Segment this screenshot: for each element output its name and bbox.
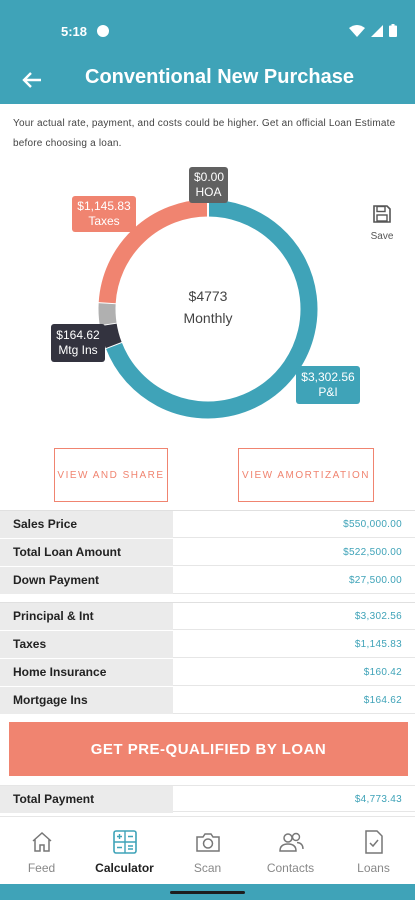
- pi-tag: $3,302.56 P&I: [296, 366, 360, 404]
- donut-slice-p-i: [105, 199, 318, 419]
- row-value: $160.42: [363, 667, 402, 678]
- save-button[interactable]: Save: [366, 204, 398, 244]
- wifi-icon: [349, 24, 365, 37]
- taxes-tag-amount: $1,145.83: [77, 199, 131, 213]
- nav-item-loans[interactable]: Loans: [332, 817, 415, 884]
- nav-item-calculator[interactable]: Calculator: [83, 817, 166, 884]
- mtg-ins-tag-name: Mtg Ins: [58, 343, 98, 357]
- hoa-tag: $0.00 HOA: [189, 167, 228, 203]
- pi-tag-amount: $3,302.56: [301, 370, 355, 384]
- nav-item-contacts[interactable]: Contacts: [249, 817, 332, 884]
- status-bar: 5:18: [0, 0, 415, 56]
- app-bar: Conventional New Purchase: [0, 56, 415, 104]
- row-value: $3,302.56: [354, 611, 402, 622]
- contacts-icon: [278, 832, 304, 852]
- nav-item-feed[interactable]: Feed: [0, 817, 83, 884]
- table-row: Total Loan Amount $522,500.00: [0, 539, 415, 566]
- arrow-left-icon: [22, 72, 41, 88]
- app-notification-icon: [97, 25, 109, 37]
- nav-label: Calculator: [95, 861, 154, 875]
- gesture-bar: [0, 884, 415, 900]
- mtg-ins-tag: $164.62 Mtg Ins: [51, 324, 105, 362]
- donut-slice-taxes: [98, 199, 209, 304]
- row-label: Principal & Int: [0, 603, 173, 630]
- back-button[interactable]: [16, 64, 48, 96]
- document-check-icon: [364, 830, 383, 854]
- battery-icon: [389, 24, 397, 37]
- donut-slice-mtg-ins: [99, 322, 122, 349]
- row-label: Down Payment: [0, 567, 173, 594]
- taxes-tag: $1,145.83 Taxes: [72, 196, 136, 232]
- row-label: Total Payment: [0, 786, 173, 813]
- bottom-navigation: Feed Calculator Scan Contacts Loans: [0, 816, 415, 884]
- save-label: Save: [370, 231, 394, 242]
- view-and-share-button[interactable]: VIEW AND SHARE: [54, 448, 168, 502]
- divider: [0, 602, 415, 603]
- nav-item-scan[interactable]: Scan: [166, 817, 249, 884]
- status-icons: [349, 24, 397, 37]
- row-label: Sales Price: [0, 511, 173, 538]
- row-value: $550,000.00: [343, 519, 402, 530]
- payment-donut-chart: $4773 Monthly: [95, 196, 321, 422]
- table-row: Principal & Int $3,302.56: [0, 603, 415, 630]
- page-title: Conventional New Purchase: [85, 66, 354, 88]
- table-row: Home Insurance $160.42: [0, 659, 415, 686]
- table-row: Down Payment $27,500.00: [0, 567, 415, 594]
- hoa-tag-amount: $0.00: [194, 170, 225, 184]
- disclaimer-text: Your actual rate, payment, and costs cou…: [13, 118, 396, 149]
- row-label: Taxes: [0, 631, 173, 658]
- row-label: Home Insurance: [0, 659, 173, 686]
- status-time: 5:18: [61, 24, 88, 39]
- nav-label: Feed: [27, 861, 56, 875]
- camera-icon: [195, 833, 220, 852]
- row-value: $522,500.00: [343, 547, 402, 558]
- pi-tag-name: P&I: [318, 385, 338, 399]
- hoa-tag-name: HOA: [195, 185, 222, 199]
- gesture-handle: [170, 891, 245, 894]
- row-value: $1,145.83: [354, 639, 402, 650]
- table-row: Taxes $1,145.83: [0, 631, 415, 658]
- row-value: $4,773.43: [354, 794, 402, 805]
- total-payment-row: Total Payment $4,773.43: [0, 785, 415, 813]
- nav-label: Loans: [357, 861, 390, 875]
- chart-center-amount: $4773: [188, 288, 228, 304]
- donut-svg: [97, 198, 318, 419]
- calculator-icon: [112, 830, 137, 854]
- home-icon: [32, 831, 51, 852]
- nav-label: Scan: [193, 861, 222, 875]
- row-value: $27,500.00: [348, 575, 402, 586]
- row-value: $164.62: [363, 695, 402, 706]
- get-prequalified-button[interactable]: GET PRE-QUALIFIED BY LOAN: [9, 722, 408, 776]
- row-label: Mortgage Ins: [0, 687, 173, 714]
- divider: [0, 510, 415, 511]
- nav-label: Contacts: [266, 861, 315, 875]
- signal-icon: [371, 24, 383, 37]
- row-label: Total Loan Amount: [0, 539, 173, 566]
- chart-center-label: Monthly: [183, 310, 233, 326]
- taxes-tag-name: Taxes: [88, 214, 120, 228]
- view-amortization-button[interactable]: VIEW AMORTIZATION: [238, 448, 374, 502]
- table-row: Mortgage Ins $164.62: [0, 687, 415, 714]
- mtg-ins-tag-amount: $164.62: [56, 328, 100, 342]
- save-icon: [373, 205, 391, 223]
- table-row: Sales Price $550,000.00: [0, 511, 415, 538]
